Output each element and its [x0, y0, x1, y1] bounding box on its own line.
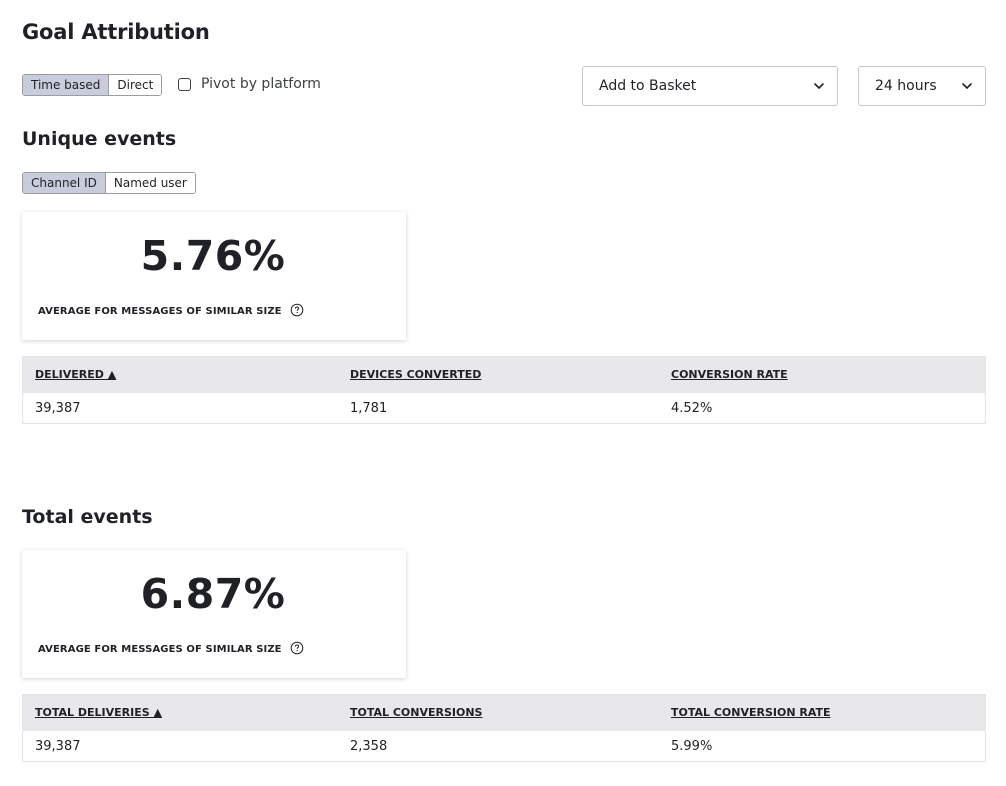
- table-cell: 4.52%: [671, 401, 713, 416]
- table-header: DELIVERED ▲ DEVICES CONVERTED CONVERSION…: [23, 357, 985, 393]
- time-based-toggle[interactable]: Time based: [23, 75, 109, 95]
- help-circle-icon[interactable]: [290, 641, 304, 655]
- table-row: 39,387 1,781 4.52%: [23, 393, 985, 423]
- column-header-total-conversion-rate[interactable]: TOTAL CONVERSION RATE: [671, 706, 831, 719]
- unique-events-table: DELIVERED ▲ DEVICES CONVERTED CONVERSION…: [22, 356, 986, 424]
- column-header-total-deliveries[interactable]: TOTAL DELIVERIES ▲: [35, 706, 162, 719]
- identity-toggle: Channel ID Named user: [22, 172, 196, 194]
- direct-toggle[interactable]: Direct: [108, 75, 162, 95]
- goal-select-value: Add to Basket: [599, 78, 697, 94]
- total-stat-caption: AVERAGE FOR MESSAGES OF SIMILAR SIZE: [38, 641, 304, 655]
- unique-stat-card: 5.76% AVERAGE FOR MESSAGES OF SIMILAR SI…: [22, 212, 406, 340]
- time-window-select[interactable]: 24 hours: [858, 66, 986, 106]
- table-cell: 2,358: [350, 739, 388, 754]
- stat-caption-text: AVERAGE FOR MESSAGES OF SIMILAR SIZE: [38, 306, 282, 317]
- table-header: TOTAL DELIVERIES ▲ TOTAL CONVERSIONS TOT…: [23, 695, 985, 731]
- total-stat-card: 6.87% AVERAGE FOR MESSAGES OF SIMILAR SI…: [22, 550, 406, 678]
- unique-stat-value: 5.76%: [140, 232, 286, 280]
- help-circle-icon[interactable]: [290, 303, 304, 317]
- pivot-label: Pivot by platform: [201, 76, 321, 92]
- pivot-by-platform[interactable]: Pivot by platform: [178, 75, 321, 93]
- column-header-devices-converted[interactable]: DEVICES CONVERTED: [350, 368, 482, 381]
- table-cell: 5.99%: [671, 739, 713, 754]
- page-title: Goal Attribution: [22, 20, 210, 44]
- unique-stat-caption: AVERAGE FOR MESSAGES OF SIMILAR SIZE: [38, 303, 304, 317]
- unique-events-title: Unique events: [22, 128, 177, 150]
- table-row: 39,387 2,358 5.99%: [23, 731, 985, 761]
- attribution-toggle: Time based Direct: [22, 74, 163, 96]
- goal-select[interactable]: Add to Basket: [582, 66, 838, 106]
- table-cell: 39,387: [35, 401, 81, 416]
- total-events-title: Total events: [22, 506, 153, 528]
- stat-caption-text: AVERAGE FOR MESSAGES OF SIMILAR SIZE: [38, 644, 282, 655]
- time-window-value: 24 hours: [875, 78, 937, 94]
- pivot-checkbox[interactable]: [178, 77, 191, 91]
- table-cell: 1,781: [350, 401, 388, 416]
- total-stat-value: 6.87%: [140, 570, 286, 618]
- chevron-down-icon: [962, 83, 972, 89]
- column-header-conversion-rate[interactable]: CONVERSION RATE: [671, 368, 788, 381]
- table-cell: 39,387: [35, 739, 81, 754]
- named-user-toggle[interactable]: Named user: [104, 173, 195, 193]
- chevron-down-icon: [814, 83, 824, 89]
- total-events-table: TOTAL DELIVERIES ▲ TOTAL CONVERSIONS TOT…: [22, 694, 986, 762]
- column-header-total-conversions[interactable]: TOTAL CONVERSIONS: [350, 706, 483, 719]
- channel-id-toggle[interactable]: Channel ID: [23, 173, 105, 193]
- column-header-delivered[interactable]: DELIVERED ▲: [35, 368, 117, 381]
